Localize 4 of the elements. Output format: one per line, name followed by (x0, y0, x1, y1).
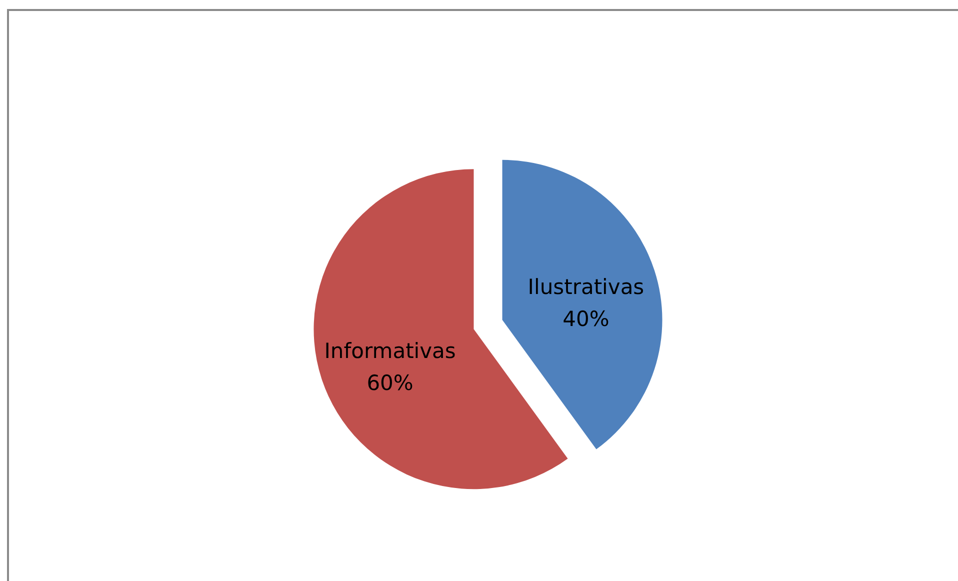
data-label: 40% (562, 307, 610, 332)
data-label: 60% (366, 370, 414, 395)
slice-label: Informativas (324, 338, 456, 363)
slice-label: Ilustrativas (528, 275, 644, 300)
